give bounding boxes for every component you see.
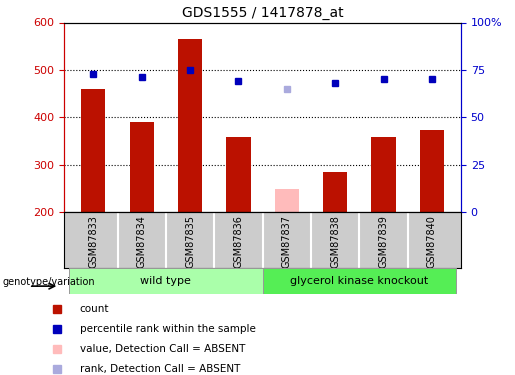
Bar	[81, 89, 106, 212]
Bar	[274, 189, 299, 212]
Text: GSM87834: GSM87834	[137, 214, 147, 268]
Text: GSM87833: GSM87833	[89, 214, 98, 268]
Bar	[420, 130, 444, 212]
Text: rank, Detection Call = ABSENT: rank, Detection Call = ABSENT	[80, 364, 240, 374]
Text: percentile rank within the sample: percentile rank within the sample	[80, 324, 256, 334]
Text: glycerol kinase knockout: glycerol kinase knockout	[290, 276, 428, 286]
Text: GSM87839: GSM87839	[379, 214, 388, 268]
Bar	[371, 137, 396, 212]
Text: GSM87840: GSM87840	[427, 214, 437, 268]
Bar	[227, 137, 251, 212]
Text: GSM87835: GSM87835	[185, 214, 195, 268]
Text: GSM87838: GSM87838	[330, 214, 340, 268]
Bar	[130, 122, 154, 212]
Text: GSM87837: GSM87837	[282, 214, 292, 268]
Text: GSM87836: GSM87836	[233, 214, 244, 268]
Text: genotype/variation: genotype/variation	[3, 277, 95, 287]
Bar	[69, 268, 263, 294]
Text: count: count	[80, 304, 109, 314]
Bar	[263, 268, 456, 294]
Text: wild type: wild type	[141, 276, 192, 286]
Title: GDS1555 / 1417878_at: GDS1555 / 1417878_at	[182, 6, 344, 20]
Bar	[323, 172, 347, 212]
Bar	[178, 39, 202, 212]
Text: value, Detection Call = ABSENT: value, Detection Call = ABSENT	[80, 344, 245, 354]
